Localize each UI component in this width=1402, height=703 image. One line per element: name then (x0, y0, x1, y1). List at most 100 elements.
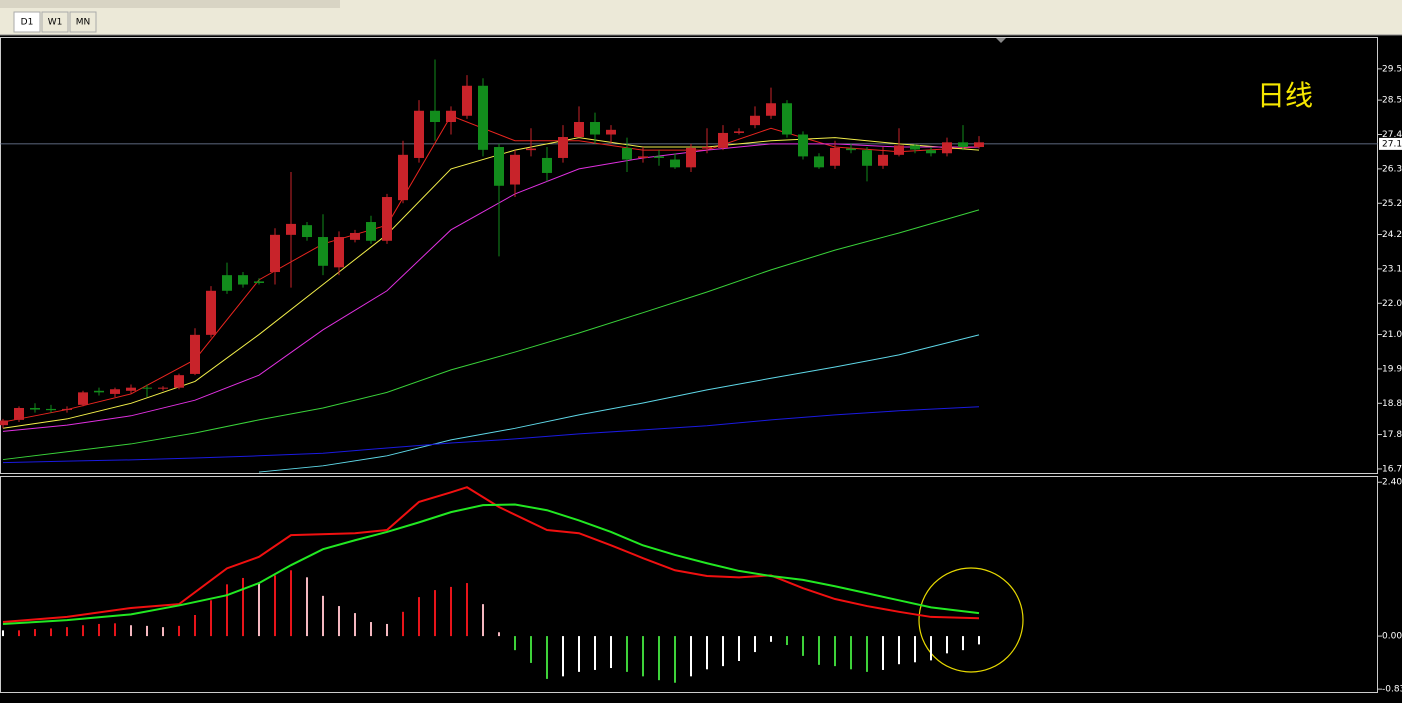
candle-body (14, 407, 24, 420)
shift-marker (996, 38, 1006, 43)
y-tick-label: 16.7 (1382, 464, 1402, 474)
candle-body (78, 392, 88, 405)
candle-body (862, 150, 872, 166)
indicator-line (258, 334, 980, 473)
candle-body (494, 147, 504, 186)
tab[interactable] (41, 11, 69, 33)
y-tick-label: 2.408 (1382, 478, 1402, 488)
candle-body (302, 225, 312, 238)
candle-body (142, 387, 152, 389)
candle-body (462, 85, 472, 116)
candle-body (622, 147, 632, 160)
y-tick-label: 0.00 (1382, 632, 1402, 642)
candle-body (542, 157, 552, 173)
candle-body (430, 110, 440, 123)
candle-body (46, 408, 56, 411)
candle-body (206, 290, 216, 335)
candle-body (974, 142, 984, 148)
period-annotation: 日线 (1257, 79, 1313, 112)
tab[interactable] (13, 11, 41, 33)
candle-body (846, 148, 856, 151)
candle-body (414, 110, 424, 158)
y-tick-label: -0.83 (1382, 685, 1402, 695)
main-panel (0, 37, 1378, 474)
candle-body (398, 154, 408, 201)
candle-body (174, 375, 184, 388)
candle-body (382, 197, 392, 241)
candle-body (334, 237, 344, 268)
y-tick-label: 19.9 (1382, 364, 1402, 374)
candle-body (718, 132, 728, 148)
indicator-line (2, 503, 980, 625)
candle-body (686, 147, 696, 168)
candle-body (366, 222, 376, 241)
candle-body (590, 122, 600, 135)
candle-body (446, 110, 456, 123)
candle-body (222, 275, 232, 291)
candle-body (798, 134, 808, 157)
candle-body (94, 390, 104, 393)
tab-label: MN (76, 18, 91, 28)
candle-body (878, 154, 888, 166)
candle-body (654, 156, 664, 158)
y-tick-label: 22.0 (1382, 299, 1402, 309)
y-tick-label: 24.2 (1382, 230, 1402, 240)
y-tick-label: 28.5 (1382, 96, 1402, 106)
candle-body (766, 103, 776, 116)
candle-body (254, 281, 264, 283)
highlight-circle (918, 567, 1024, 673)
candle-body (158, 387, 168, 389)
candle-body (910, 145, 920, 150)
y-tick-label: 21.0 (1382, 330, 1402, 340)
y-tick-label: 23.1 (1382, 264, 1402, 274)
candle-body (558, 137, 568, 158)
candle-body (110, 389, 120, 394)
candle-body (750, 115, 760, 126)
last-price-label: 27.1 (1382, 139, 1402, 149)
candle-body (318, 237, 328, 266)
tab-label: W1 (48, 18, 63, 28)
candle-body (190, 334, 200, 374)
indicator-line (2, 209, 980, 461)
last-price-box (1379, 137, 1402, 150)
y-tick-label: 18.8 (1382, 399, 1402, 409)
candle-body (270, 234, 280, 273)
candle-body (782, 103, 792, 135)
y-tick-label: 25.2 (1382, 199, 1402, 209)
candle-body (926, 150, 936, 154)
candle-body (526, 148, 536, 151)
candle-body (702, 147, 712, 149)
y-tick-label: 26.3 (1382, 164, 1402, 174)
candle-body (62, 408, 72, 410)
icon-strip (0, 0, 340, 8)
macd-panel (0, 476, 1378, 693)
indicator-line (2, 486, 980, 624)
candle-body (830, 147, 840, 166)
indicator-line (2, 137, 980, 429)
candle-body (510, 154, 520, 185)
candle-body (942, 142, 952, 154)
candle-body (126, 387, 136, 391)
candle-body (238, 275, 248, 285)
candle-body (670, 159, 680, 168)
candle-body (286, 223, 296, 235)
candle-body (350, 232, 360, 240)
candle-body (734, 131, 744, 133)
y-tick-label: 27.4 (1382, 130, 1402, 140)
candle-body (30, 407, 40, 410)
y-tick-label: 29.5 (1382, 64, 1402, 74)
y-tick-label: 17.8 (1382, 430, 1402, 440)
candle-body (958, 142, 968, 148)
indicator-line (2, 406, 980, 464)
candle-body (574, 122, 584, 138)
candle-body (814, 156, 824, 168)
candle-body (606, 129, 616, 135)
candle-body (638, 156, 648, 158)
tab[interactable] (69, 11, 97, 33)
candle-body (894, 145, 904, 155)
candle-body (0, 420, 8, 426)
candle-body (478, 85, 488, 150)
tab-label: D1 (21, 18, 34, 28)
tabs: D1 W1 MN (13, 11, 97, 33)
